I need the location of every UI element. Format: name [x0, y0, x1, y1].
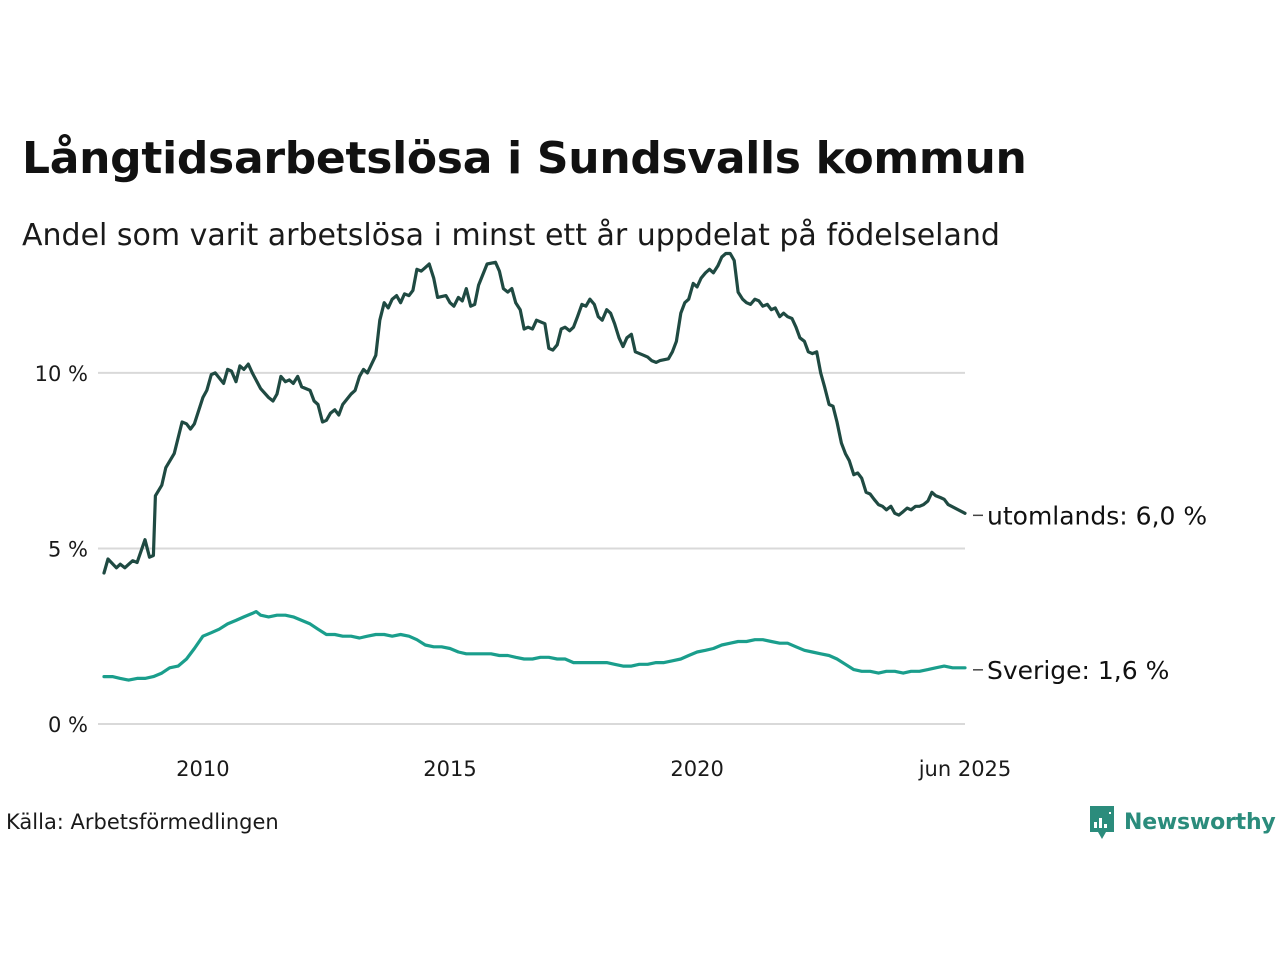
y-tick-label: 0 % — [48, 713, 88, 737]
grid-lines — [98, 371, 965, 725]
x-axis-ticks: 2010 2015 2020 jun 2025 — [176, 757, 1011, 781]
y-tick-label: 10 % — [35, 362, 88, 386]
series-end-label-sverige: Sverige: 1,6 % — [987, 656, 1169, 685]
y-axis-ticks: 0 % 5 % 10 % — [35, 362, 88, 737]
y-tick-label: 5 % — [48, 537, 88, 561]
series-lines — [102, 251, 967, 682]
newsworthy-logo[interactable]: Newsworthy — [1088, 802, 1276, 842]
chart-bubble-icon — [1090, 806, 1114, 839]
brand-name: Newsworthy — [1124, 809, 1276, 835]
series-end-labels: utomlands: 6,0 % Sverige: 1,6 % — [973, 501, 1207, 685]
x-tick-label: 2020 — [670, 757, 723, 781]
chart-subtitle: Andel som varit arbetslösa i minst ett å… — [22, 218, 1000, 253]
chart-title: Långtidsarbetslösa i Sundsvalls kommun — [22, 133, 1027, 184]
x-tick-label: jun 2025 — [918, 757, 1012, 781]
series-line-utomlands — [102, 251, 967, 575]
series-line-sverige — [102, 610, 967, 682]
series-end-label-utomlands: utomlands: 6,0 % — [987, 501, 1207, 530]
x-tick-label: 2015 — [423, 757, 476, 781]
x-tick-label: 2010 — [176, 757, 229, 781]
source-label: Källa: Arbetsförmedlingen — [6, 810, 279, 834]
